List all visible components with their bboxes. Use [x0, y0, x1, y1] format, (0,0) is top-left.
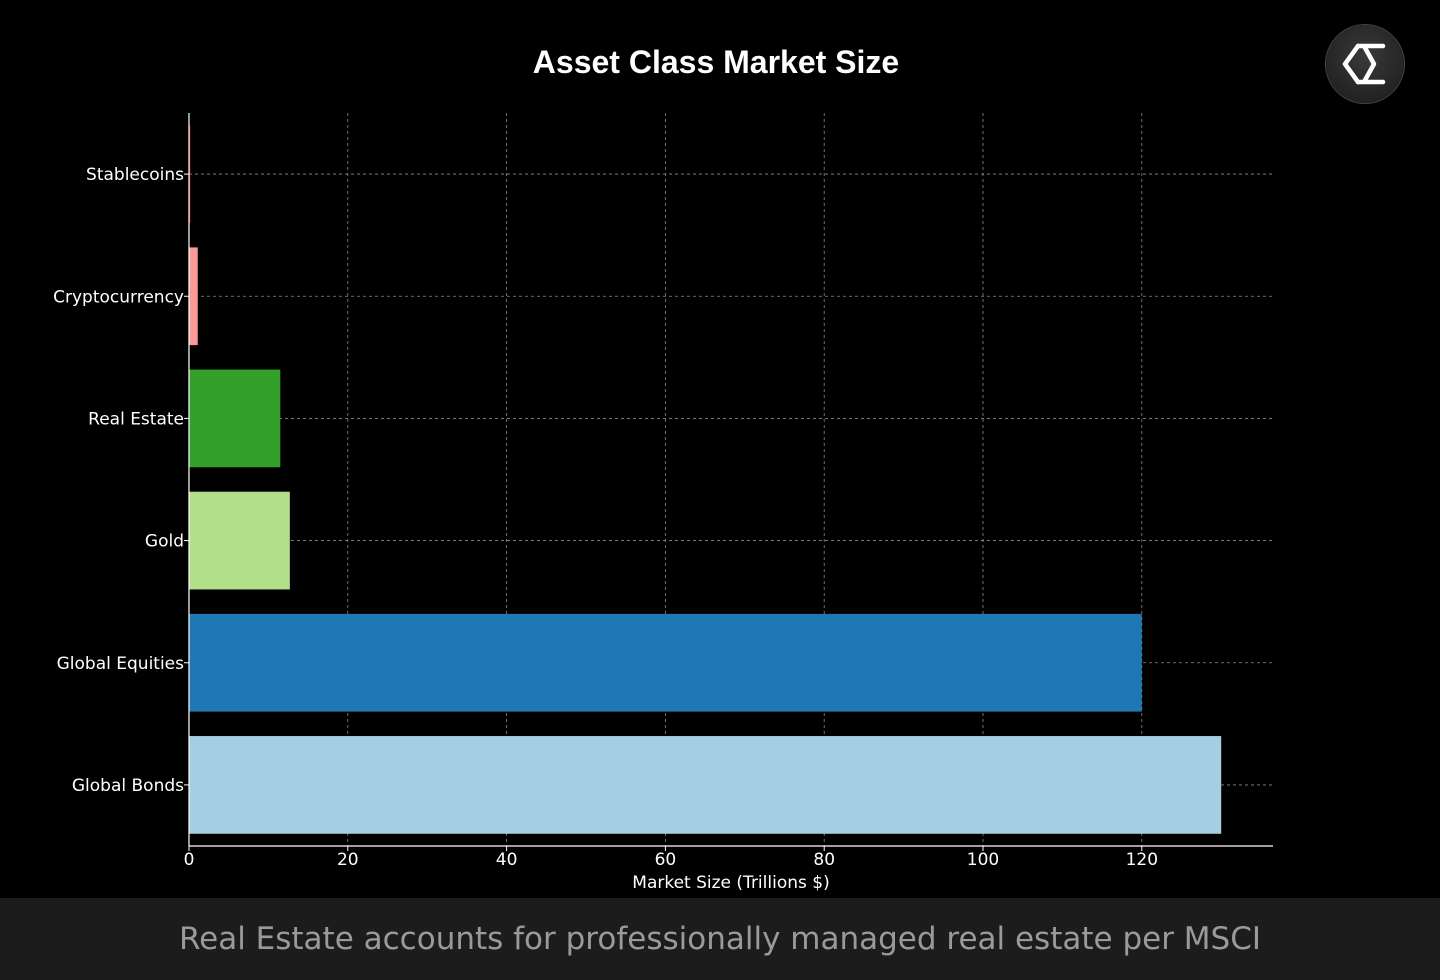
caption-text: Real Estate accounts for professionally …	[178, 921, 1262, 957]
bars	[189, 125, 1222, 834]
chart-title: Asset Class Market Size	[533, 44, 899, 80]
axes	[184, 113, 1273, 851]
bar-chart: Asset Class Market Size Global BondsGlob…	[53, 44, 1273, 893]
x-tick-labels: 0 20 40 60 80 100 120	[184, 850, 1158, 870]
bar-global-bonds	[189, 736, 1222, 834]
bar-real-estate	[189, 369, 281, 468]
x-tick-label: 60	[655, 850, 677, 870]
x-tick-label: 0	[184, 850, 195, 870]
x-tick-label: 20	[337, 850, 359, 870]
y-tick-label: Cryptocurrency	[53, 287, 184, 307]
bar-cryptocurrency	[189, 247, 198, 346]
x-tick-label: 120	[1126, 850, 1158, 870]
x-tick-label: 100	[967, 850, 999, 870]
y-tick-label: Stablecoins	[86, 165, 184, 185]
bar-gold	[189, 491, 290, 590]
bar-stablecoins	[189, 125, 191, 223]
y-tick-label: Real Estate	[88, 409, 184, 429]
logo-badge	[1326, 25, 1404, 103]
x-tick-label: 40	[496, 850, 518, 870]
y-tick-label: Global Equities	[57, 654, 185, 674]
chart-frame: Asset Class Market Size Global Bonds Glob…	[53, 25, 1404, 893]
y-tick-label: Gold	[145, 532, 184, 552]
x-axis-label: Market Size (Trillions $)	[632, 873, 829, 893]
y-tick-label: Global Bonds	[72, 776, 184, 796]
x-tick-label: 80	[813, 850, 835, 870]
sigma-logo-icon	[1342, 43, 1386, 85]
caption-bar: Real Estate accounts for professionally …	[0, 898, 1440, 980]
bar-global-equities	[189, 613, 1142, 712]
y-tick-labels: Global Bonds Global Equities Gold Real Esta…	[53, 165, 184, 796]
